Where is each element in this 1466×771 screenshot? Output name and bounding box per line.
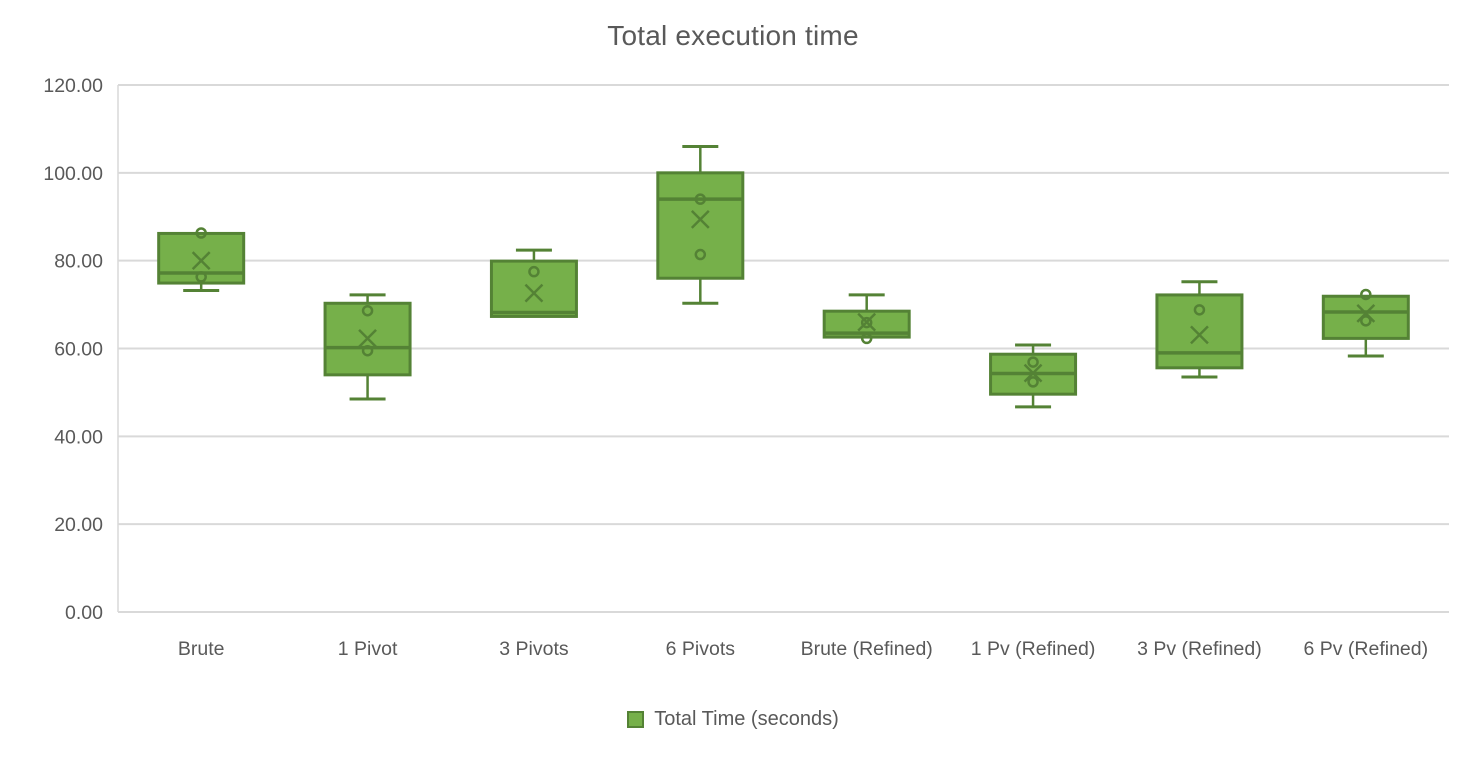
mean-marker-x [1356,303,1376,323]
data-point [361,304,374,317]
y-axis-tick-label: 0.00 [65,602,103,624]
x-axis-category-label: 3 Pivots [499,638,569,660]
data-point [694,193,707,205]
legend: Total Time (seconds) [0,708,1466,731]
y-axis-tick-label: 20.00 [54,514,103,536]
y-axis-tick-label: 60.00 [54,339,103,361]
data-point [1027,356,1039,368]
y-axis-tick-label: 100.00 [43,163,103,185]
x-axis-category-label: 6 Pivots [666,638,736,660]
data-point [528,265,540,278]
mean-marker-x [358,329,377,348]
legend-swatch-icon [627,711,645,728]
x-axis-category-label: 3 Pv (Refined) [1137,638,1262,660]
data-point [860,332,873,345]
x-axis-category-label: 1 Pivot [338,638,398,660]
mean-marker-x [857,312,877,332]
data-point [361,344,374,357]
x-axis-category-label: 6 Pv (Refined) [1303,638,1428,660]
data-point [195,227,207,239]
legend-series-label: Total Time (seconds) [654,708,839,730]
box-4 [656,171,745,280]
data-point [1027,376,1039,388]
box-1 [157,231,246,285]
x-axis-category-label: 1 Pv (Refined) [971,638,1096,660]
mean-marker-x [524,283,544,303]
box-7 [1155,293,1244,370]
y-axis-tick-label: 40.00 [54,426,103,448]
x-axis-category-label: Brute (Refined) [801,638,933,660]
chart-title: Total execution time [607,20,859,51]
data-point [1360,315,1372,327]
y-axis-tick-label: 120.00 [43,75,103,97]
mean-marker-x [191,251,211,271]
data-point [195,271,207,283]
x-axis-category-label: Brute [178,638,225,660]
mean-marker-x [1023,363,1043,383]
mean-marker-x [1190,325,1209,345]
y-axis-tick-label: 80.00 [54,251,103,273]
data-point [860,316,873,329]
data-point [694,248,707,261]
data-point [1360,288,1372,301]
data-point [1193,304,1206,316]
box-3 [489,259,578,318]
mean-marker-x [690,210,710,229]
